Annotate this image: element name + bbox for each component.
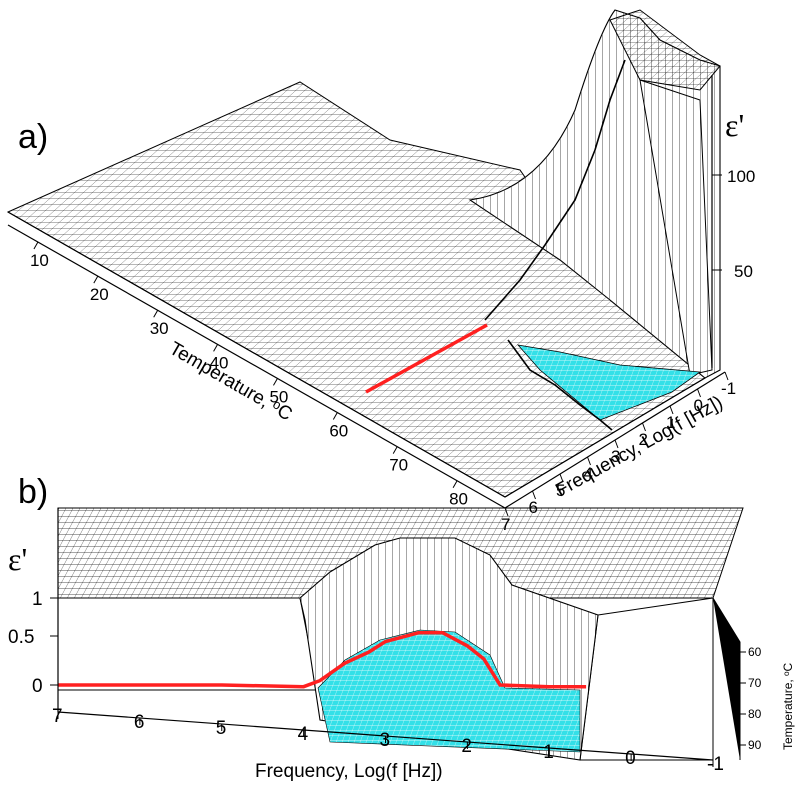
panel-a-frequency-tick-label: -1 xyxy=(721,379,736,398)
panel-a-z-ticks xyxy=(712,174,722,271)
panel-b-frequency-tick-label: -1 xyxy=(707,754,724,775)
panel-b-z-axis-title: ε' xyxy=(8,541,27,577)
panel-a-cyan-boundary xyxy=(507,339,613,431)
panel-b-temperature-tick-label: 60 xyxy=(748,645,762,659)
panel-a-frequency-tick-label: 0 xyxy=(694,396,703,415)
panel-a-surface-front-edge xyxy=(7,211,506,498)
panel-a-peak-top xyxy=(609,9,721,91)
panel-a-temperature-tick-label: 40 xyxy=(210,353,229,372)
panel-a-frequency-tick-mark xyxy=(532,490,536,500)
panel-b-z-ticks: 00.51 xyxy=(8,589,58,697)
panel-b-temperature-ticks: 60 70 80 90 xyxy=(740,645,762,752)
panel-b-frequency-tick-label: 7 xyxy=(52,706,63,727)
panel-b-z-tick-label: 0.5 xyxy=(8,627,34,648)
panel-a-red-line xyxy=(365,323,488,394)
panel-b-temperature-tick-label: 80 xyxy=(748,707,762,721)
panel-a-temperature-ticks: 10 20 30 40 50 60 70 80 xyxy=(30,241,468,509)
panel-b-temperature-title: Temperature, ᵒC xyxy=(781,662,795,750)
panel-b-z-tick-label: 1 xyxy=(32,589,43,610)
panel-a-frequency-tick-label: 1 xyxy=(666,413,675,432)
panel-b-frequency-title: Frequency, Log(f [Hz]) xyxy=(255,761,443,782)
panel-a-temperature-tick-label: 20 xyxy=(90,285,109,304)
panel-a-cyan-region xyxy=(516,344,702,421)
panel-a-z-tick-50: 50 xyxy=(734,262,753,281)
panel-a-temperature-tick-mark xyxy=(213,344,219,352)
panel-a-temperature-axis xyxy=(7,224,506,509)
panel-a-frequency-tick-label: 3 xyxy=(611,447,620,466)
panel-b-red-line xyxy=(58,631,587,689)
panel-a-frequency-tick-mark xyxy=(642,422,646,432)
panel-a-temperature-tick-mark xyxy=(332,412,338,420)
panel-a-frequency-tick-mark xyxy=(559,473,564,483)
panel-a-temperature-tick-label: 30 xyxy=(150,319,169,338)
panel-b: b) ε' 00.51 7 6 5 4 3 2 1 0 -1 Frequency, Log(f … xyxy=(8,473,795,782)
panel-a-temperature-tick-label: 50 xyxy=(269,387,288,406)
panel-b-frequency-tick-label: 2 xyxy=(461,736,472,757)
panel-a-peak-ridge xyxy=(484,59,626,321)
panel-b-temperature-tick-label: 90 xyxy=(748,738,762,752)
panel-b-temperature-tick-label: 70 xyxy=(748,676,762,690)
panel-b-frequency-tick-label: 6 xyxy=(134,712,145,733)
panel-a-z-axis-title: ε' xyxy=(725,107,744,143)
panel-a-temperature-tick-label: 70 xyxy=(389,456,408,475)
panel-b-cyan-region xyxy=(317,629,581,753)
panel-a-temperature-tick-mark xyxy=(93,275,99,284)
panel-a-temperature-tick-label: 10 xyxy=(30,251,49,270)
panel-a-frequency-tick-label: 5 xyxy=(556,481,565,500)
panel-a-frequency-tick-mark xyxy=(669,405,674,415)
panel-b-frequency-tick-label: 3 xyxy=(380,730,391,751)
panel-a-z-tick-100: 100 xyxy=(727,167,755,186)
panel-a-temperature-tick-mark xyxy=(33,241,39,250)
panel-a-temperature-tick-mark xyxy=(392,446,398,454)
panel-b-frequency-tick-label: 1 xyxy=(543,742,554,763)
panel-a-surface-side-edge xyxy=(504,377,706,498)
panel-a-frequency-tick-mark xyxy=(587,456,591,466)
panel-a-temperature-tick-mark xyxy=(452,480,458,488)
panel-a-temperature-tick-mark xyxy=(273,378,278,386)
panel-a-temperature-tick-label: 80 xyxy=(449,490,468,509)
panel-b-front-face-right xyxy=(579,597,714,761)
panel-a-frequency-tick-label: 4 xyxy=(584,464,593,483)
panel-a-frequency-tick-mark xyxy=(724,371,729,381)
panel-b-temperature-axis xyxy=(712,597,741,760)
panel-b-frequency-tick-label: 0 xyxy=(625,748,636,769)
panel-a-frequency-tick-mark xyxy=(697,388,701,398)
panel-b-frequency-tick-label: 4 xyxy=(298,724,309,745)
panel-b-frequency-ticks: 7 6 5 4 3 2 1 0 -1 xyxy=(52,706,724,775)
panel-b-front-face xyxy=(57,597,319,691)
panel-b-label: b) xyxy=(18,473,48,511)
panel-a-temperature-tick-label: 60 xyxy=(329,422,348,441)
panel-b-z-tick-label: 0 xyxy=(32,676,43,697)
panel-a-label: a) xyxy=(18,118,48,156)
panel-a-frequency-tick-mark xyxy=(614,439,619,449)
panel-b-frequency-tick-label: 5 xyxy=(216,718,227,739)
panel-a-frequency-tick-label: 2 xyxy=(639,430,648,449)
panel-a-temperature-tick-mark xyxy=(153,309,159,318)
panel-a-peak-front-face xyxy=(639,79,713,376)
